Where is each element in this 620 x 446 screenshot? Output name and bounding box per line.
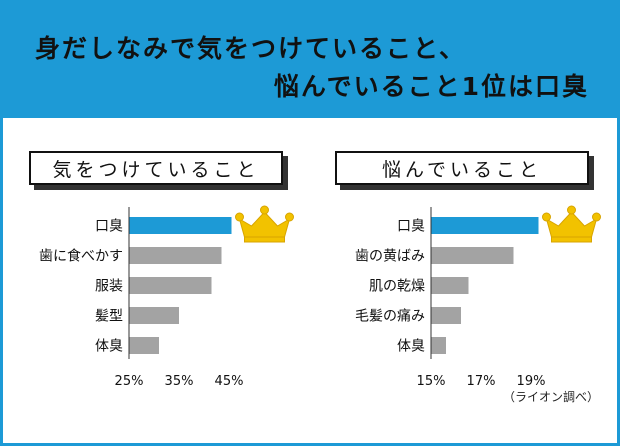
bar (431, 277, 469, 294)
category-label: 歯に食べかす (39, 248, 123, 265)
category-label: 口臭 (397, 219, 425, 235)
bar (431, 337, 446, 354)
category-label: 肌の乾燥 (369, 279, 425, 295)
tick-label: 19% (517, 374, 546, 389)
tick-label: 45% (215, 374, 244, 389)
source-footnote: （ライオン調べ） (502, 390, 599, 404)
headline-line-2: 悩んでいること1位は口臭 (273, 72, 589, 101)
bar (431, 247, 514, 264)
bar (129, 337, 159, 354)
category-label: 服装 (95, 279, 123, 295)
category-label: 歯の黄ばみ (355, 248, 425, 265)
category-label: 体臭 (95, 339, 123, 355)
bar (129, 247, 222, 264)
chart-title-left: 気をつけていること (29, 151, 283, 185)
bar (129, 217, 232, 234)
bar (129, 307, 179, 324)
tick-label: 35% (165, 374, 194, 389)
headline-line-1: 身だしなみで気をつけていること、 (35, 34, 467, 63)
chart-title-right: 悩んでいること (335, 151, 589, 185)
bar (431, 307, 461, 324)
tick-label: 17% (467, 374, 496, 389)
crown-icon (542, 205, 601, 243)
bar (129, 277, 212, 294)
tick-label: 25% (115, 374, 144, 389)
category-label: 口臭 (95, 219, 123, 235)
crown-icon (235, 205, 294, 243)
tick-label: 15% (417, 374, 446, 389)
category-label: 体臭 (397, 339, 425, 355)
category-label: 髪型 (95, 309, 123, 325)
header-banner: 身だしなみで気をつけていること、 悩んでいること1位は口臭 (3, 3, 617, 118)
category-label: 毛髪の痛み (355, 308, 425, 325)
bar (431, 217, 539, 234)
